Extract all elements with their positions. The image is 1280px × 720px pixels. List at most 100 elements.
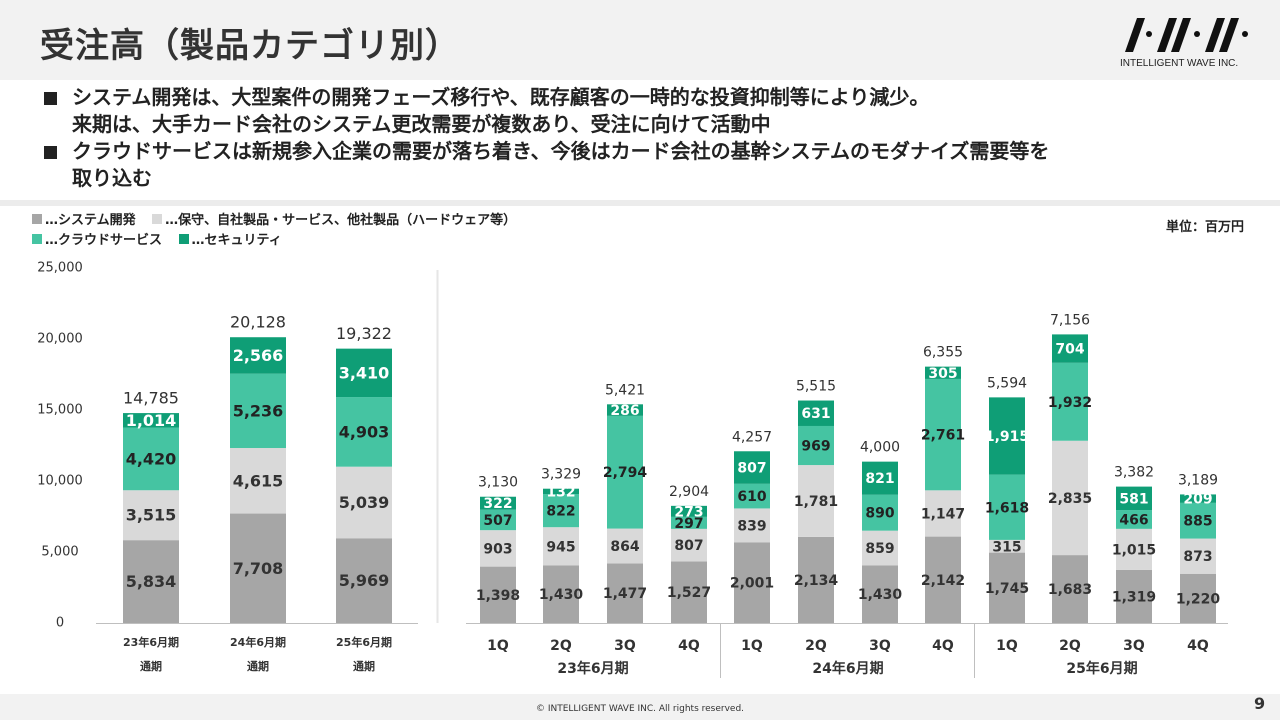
bar-segment-cloud [336, 397, 392, 467]
data-label: 807 [737, 461, 766, 477]
x-tick-label: 1Q [487, 638, 509, 654]
bar-segment-cloud [671, 516, 707, 529]
total-label: 3,130 [478, 475, 518, 491]
bullet-line: 来期は、大手カード会社のシステム更改需要が複数あり、受注に向けて活動中 [72, 112, 771, 136]
data-label: 903 [483, 541, 512, 557]
data-label: 1,319 [1112, 589, 1156, 605]
x-sub-label: 通期 [140, 659, 162, 673]
bar-segment-cloud [1052, 362, 1088, 441]
bullet-item: クラウドサービスは新規参入企業の需要が落ち着き、今後はカード会社の基幹システムの… [42, 138, 1262, 192]
bullet-item: システム開発は、大型案件の開発フェーズ移行や、既存顧客の一時的な投資抑制等により… [42, 84, 1262, 138]
x-tick-label: 4Q [932, 638, 954, 654]
bullet-list: システム開発は、大型案件の開発フェーズ移行や、既存顧客の一時的な投資抑制等により… [42, 84, 1262, 192]
bar-segment-maintenance [480, 530, 516, 567]
bar-segment-cloud [925, 378, 961, 491]
chart-legend: …システム開発 …保守、自社製品・サービス、他社製品（ハードウェア等） …クラウ… [32, 211, 528, 251]
company-logo-icon [1125, 18, 1248, 52]
data-label: 4,615 [233, 471, 284, 490]
data-label: 322 [483, 496, 512, 512]
total-label: 20,128 [230, 313, 286, 332]
legend-item-security: …セキュリティ [178, 231, 282, 251]
bar-segment-system [734, 542, 770, 623]
bar-segment-security [862, 461, 898, 495]
bullet-square-icon [44, 146, 57, 159]
legend-swatch [178, 234, 189, 244]
bar-segment-security [1052, 334, 1088, 363]
data-label: 864 [610, 539, 639, 555]
total-label: 5,515 [796, 379, 836, 395]
data-label: 273 [674, 504, 703, 520]
y-tick-label: 25,000 [37, 261, 83, 276]
total-label: 14,785 [123, 389, 179, 408]
x-tick-label: 3Q [869, 638, 891, 654]
unit-label: 単位：百万円 [1166, 220, 1245, 235]
x-tick-label: 2Q [550, 638, 572, 654]
y-tick-label: 0 [56, 616, 64, 631]
bar-segment-system [543, 565, 579, 623]
data-label: 1,527 [667, 585, 711, 601]
legend-item-cloud: …クラウドサービス [32, 231, 162, 251]
legend-label: …クラウドサービス [45, 233, 163, 248]
total-label: 3,189 [1178, 472, 1218, 488]
data-label: 704 [1055, 342, 1084, 358]
page-title: 受注高（製品カテゴリ別） [40, 26, 460, 66]
bar-segment-security [123, 413, 179, 428]
legend-label: …セキュリティ [191, 233, 282, 248]
bar-segment-cloud [123, 427, 179, 491]
bar-segment-maintenance [798, 465, 834, 537]
data-label: 2,835 [1048, 491, 1092, 507]
bar-segment-cloud [1180, 502, 1216, 539]
total-label: 19,322 [336, 324, 392, 343]
data-label: 1,398 [476, 588, 520, 604]
y-tick-label: 10,000 [37, 474, 83, 489]
x-tick-label: 3Q [614, 638, 636, 654]
bar-segment-system [798, 536, 834, 623]
legend-item-maintenance: …保守、自社製品・サービス、他社製品（ハードウェア等） [152, 211, 516, 231]
bar-segment-cloud [989, 474, 1025, 540]
data-label: 859 [865, 541, 894, 557]
bar-segment-system [989, 552, 1025, 623]
bar-segment-maintenance [336, 466, 392, 539]
data-label: 2,134 [794, 573, 839, 589]
bar-segment-security [607, 404, 643, 416]
total-label: 5,421 [605, 382, 645, 398]
header-bar: 受注高（製品カテゴリ別） INTELLIGENT WAVE INC. [0, 0, 1280, 80]
bar-segment-cloud [862, 494, 898, 531]
bar-segment-maintenance [230, 448, 286, 514]
data-label: 4,420 [126, 449, 177, 468]
data-label: 1,014 [126, 411, 177, 430]
data-label: 610 [737, 489, 766, 505]
bar-segment-security [1180, 494, 1216, 503]
bar-segment-maintenance [671, 528, 707, 562]
bar-segment-security [798, 400, 834, 426]
y-tick-label: 5,000 [41, 545, 78, 560]
y-tick-label: 15,000 [37, 403, 83, 418]
data-label: 1,932 [1048, 395, 1092, 411]
total-label: 4,000 [860, 440, 900, 456]
data-label: 2,794 [603, 465, 648, 481]
data-label: 3,515 [126, 506, 177, 525]
logo-text: INTELLIGENT WAVE INC. [1120, 58, 1239, 69]
total-label: 5,594 [987, 375, 1027, 391]
data-label: 807 [674, 538, 703, 554]
bar-segment-maintenance [123, 490, 179, 541]
bar-segment-cloud [734, 483, 770, 509]
bullet-line: クラウドサービスは新規参入企業の需要が落ち着き、今後はカード会社の基幹システムの… [72, 139, 1050, 163]
data-label: 315 [992, 539, 1021, 555]
bar-segment-system [336, 538, 392, 623]
bar-segment-cloud [543, 494, 579, 528]
bar-segment-security [336, 348, 392, 398]
data-label: 885 [1183, 514, 1212, 530]
legend-label: …保守、自社製品・サービス、他社製品（ハードウェア等） [165, 213, 517, 228]
bullet-square-icon [44, 92, 57, 105]
x-sub-label: 通期 [247, 659, 269, 673]
bar-segment-system [607, 563, 643, 623]
data-label: 209 [1183, 492, 1212, 508]
bar-segment-maintenance [862, 530, 898, 566]
data-label: 1,430 [858, 587, 903, 603]
data-label: 890 [865, 506, 894, 522]
bar-segment-security [734, 451, 770, 484]
group-label: 24年6月期 [812, 660, 883, 677]
data-label: 5,834 [126, 572, 177, 591]
legend-label: …システム開発 [45, 213, 136, 228]
